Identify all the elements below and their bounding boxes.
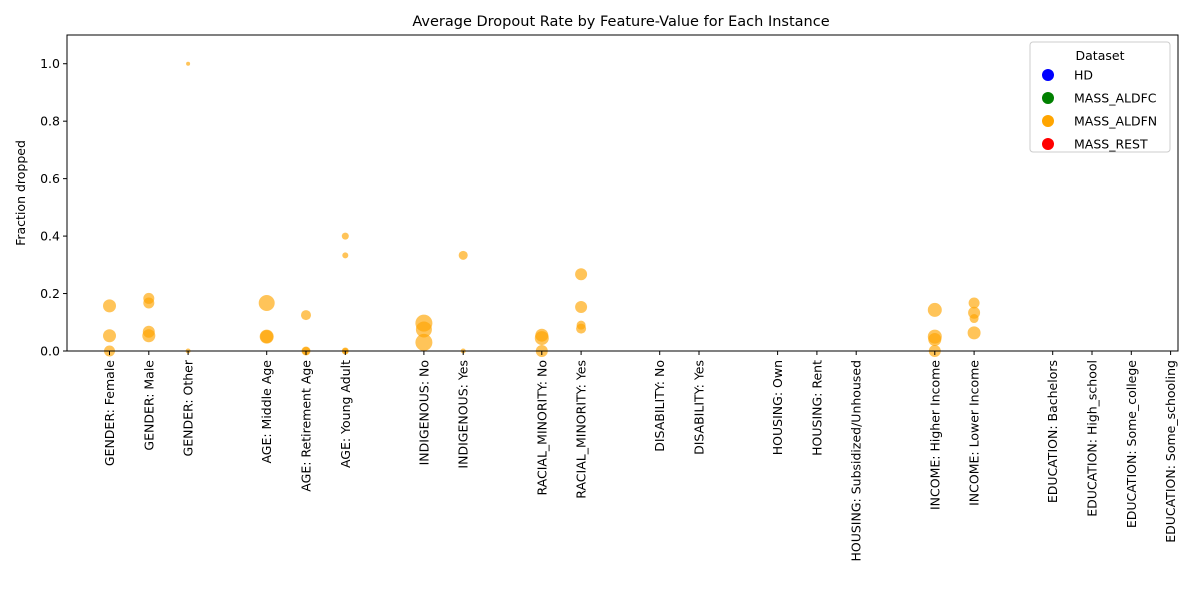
legend-label: MASS_REST [1074, 137, 1148, 152]
data-point [968, 297, 980, 309]
x-tick-label: EDUCATION: Bachelors [1045, 360, 1060, 503]
data-point [142, 329, 156, 343]
plot-frame [66, 34, 1179, 352]
data-point [103, 329, 116, 343]
data-point [458, 250, 468, 260]
legend-marker [1042, 92, 1054, 104]
data-point [258, 295, 275, 312]
data-point [415, 321, 432, 338]
x-tick-label: INCOME: Lower Income [967, 360, 982, 506]
x-tick-label: GENDER: Other [181, 359, 196, 456]
x-tick-label: DISABILITY: No [652, 360, 667, 452]
chart-title: Average Dropout Rate by Feature-Value fo… [412, 14, 829, 30]
data-point [927, 302, 942, 317]
data-point [260, 330, 274, 344]
x-axis: GENDER: Female GENDER: Male GENDER: Other A… [102, 351, 1178, 562]
x-tick-label: RACIAL_MINORITY: No [534, 360, 549, 496]
x-tick-label: INDIGENOUS: Yes [456, 360, 471, 469]
y-tick-label: 0.0 [40, 344, 60, 359]
legend-marker [1042, 138, 1054, 150]
x-tick-label: HOUSING: Subsidized/Unhoused [849, 360, 864, 562]
x-tick-label: EDUCATION: Some_schooling [1163, 360, 1178, 543]
x-tick-label: HOUSING: Rent [809, 360, 824, 456]
x-tick-label: GENDER: Male [141, 360, 156, 451]
legend-label: MASS_ALDFN [1074, 114, 1157, 129]
legend-title: Dataset [1076, 48, 1125, 63]
data-point [342, 252, 349, 259]
x-tick-label: AGE: Retirement Age [299, 360, 314, 492]
data-point [415, 333, 433, 351]
y-axis-label: Fraction dropped [13, 140, 28, 246]
legend-box [1029, 41, 1171, 153]
y-tick-label: 0.4 [40, 229, 60, 244]
data-point [186, 61, 191, 66]
data-point [576, 323, 587, 334]
data-point [534, 331, 549, 346]
points-layer [103, 61, 981, 357]
legend: Dataset HD MASS_ALDFC MASS_ALDFN MASS_REST [1029, 41, 1171, 153]
y-tick-label: 1.0 [40, 56, 60, 71]
y-axis: 0.0 0.2 0.4 0.6 0.8 1.0 [40, 56, 67, 359]
data-point [143, 297, 155, 309]
data-point [575, 268, 588, 281]
y-tick-label: 0.8 [40, 114, 60, 129]
x-tick-label: EDUCATION: Some_college [1124, 360, 1139, 528]
x-tick-label: EDUCATION: High_school [1085, 360, 1100, 517]
data-point [928, 333, 942, 347]
x-tick-label: RACIAL_MINORITY: Yes [574, 360, 589, 499]
data-point [103, 299, 116, 313]
legend-marker [1042, 115, 1054, 127]
legend-marker [1042, 69, 1054, 81]
x-tick-label: AGE: Young Adult [338, 360, 353, 468]
data-point [341, 232, 349, 240]
y-tick-label: 0.6 [40, 171, 60, 186]
data-point [969, 314, 979, 324]
x-tick-label: DISABILITY: Yes [692, 360, 707, 455]
legend-label: HD [1074, 68, 1093, 83]
x-tick-label: INDIGENOUS: No [416, 360, 431, 465]
x-tick-label: GENDER: Female [102, 360, 117, 466]
x-tick-label: AGE: Middle Age [259, 360, 274, 464]
legend-label: MASS_ALDFC [1074, 91, 1157, 106]
data-point [967, 326, 981, 340]
x-tick-label: INCOME: Higher Income [927, 360, 942, 510]
data-point [301, 310, 311, 321]
y-tick-label: 0.2 [40, 286, 60, 301]
data-point [575, 301, 588, 314]
x-tick-label: HOUSING: Own [770, 360, 785, 455]
